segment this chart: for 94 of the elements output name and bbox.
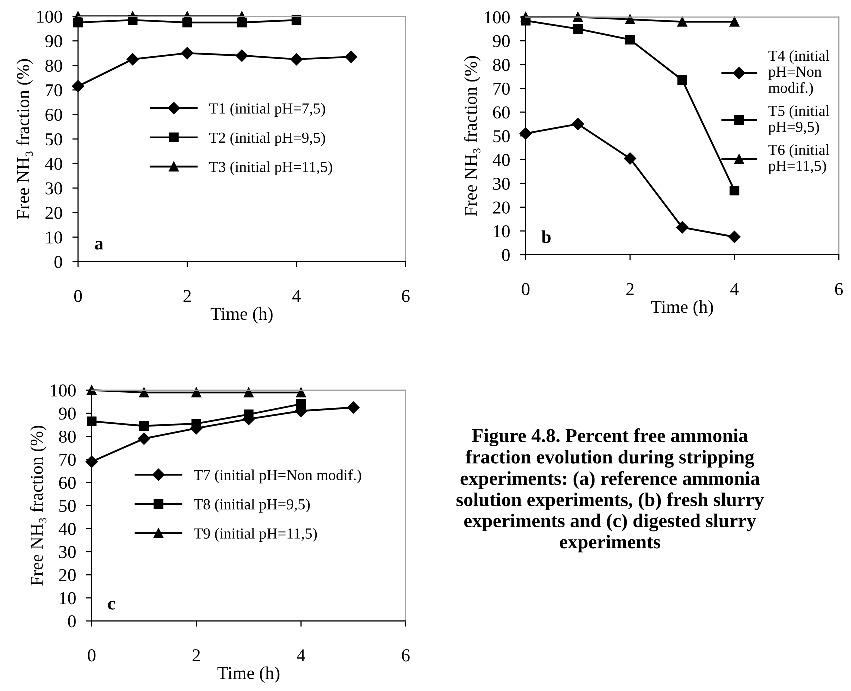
point: [678, 17, 688, 27]
legend-label: T4 (initial pH=Non modif.): [768, 50, 830, 96]
y-tick-label: 40: [58, 523, 76, 536]
annotation: a: [95, 241, 104, 250]
legend-label: T8 (initial pH=9,5): [194, 498, 310, 513]
legend-label: T9 (initial pH=11,5): [194, 528, 318, 542]
y-tick-label: 20: [493, 202, 510, 214]
point: [345, 50, 358, 64]
point: [347, 402, 360, 414]
x-tick-label: 6: [402, 290, 410, 302]
y-axis-title: Free NH₃ fraction (%): [30, 426, 47, 586]
x-tick-label: 6: [402, 650, 410, 662]
y-tick-label: 100: [485, 12, 510, 24]
y-tick-label: 100: [38, 10, 62, 24]
point: [181, 47, 194, 60]
x-tick-label: 0: [522, 283, 530, 296]
point: [625, 14, 636, 25]
y-tick-label: 0: [54, 256, 62, 268]
legend-label: T3 (initial pH=11,5): [209, 162, 332, 176]
y-tick-label: 50: [60, 500, 76, 512]
annotation: c: [108, 601, 116, 610]
y-tick-label: 90: [59, 408, 76, 420]
legend-label: T1 (initial pH=7,5): [209, 103, 326, 117]
point: [296, 388, 306, 398]
y-axis-title: Free NH₃ fraction (%): [464, 56, 481, 216]
y-tick-label: 70: [46, 84, 62, 97]
y-tick-label: 90: [493, 35, 510, 48]
point: [572, 118, 584, 130]
caption: Figure 4.8. Percent free ammonia fraction evolution during stripping experiments: (a) reference ammonia solution experiments, (b) fresh slurry experiments and (c) digested slurry experiments: [456, 428, 764, 553]
y-tick-label: 100: [51, 384, 76, 397]
point: [520, 128, 532, 140]
y-tick-label: 70: [494, 82, 510, 96]
x-tick-label: 6: [835, 283, 844, 296]
legend-label: T5 (initial pH=9,5): [768, 106, 830, 136]
y-tick-label: 40: [45, 158, 62, 170]
y-tick-label: 60: [493, 106, 510, 119]
y-tick-label: 80: [46, 60, 62, 72]
x-axis-title: Time (h): [651, 300, 714, 317]
x-tick-label: 4: [730, 283, 739, 296]
point: [296, 399, 306, 410]
x-tick-label: 0: [88, 650, 96, 662]
point: [87, 416, 97, 426]
point: [192, 388, 202, 398]
point: [625, 34, 636, 45]
point: [624, 152, 636, 165]
point: [573, 24, 583, 34]
point: [138, 432, 150, 445]
x-axis-title: Time (h): [210, 307, 273, 324]
y-tick-label: 80: [493, 59, 510, 72]
y-tick-label: 0: [502, 249, 510, 262]
point: [730, 17, 740, 27]
y-tick-label: 10: [494, 225, 510, 238]
y-tick-label: 30: [46, 182, 62, 195]
legend-label: T6 (initial pH=11,5): [768, 144, 830, 174]
x-tick-label: 2: [192, 650, 200, 662]
y-tick-label: 40: [492, 154, 510, 166]
y-tick-label: 50: [46, 133, 62, 146]
legend-label: T2 (initial pH=9,5): [209, 132, 326, 146]
point: [676, 222, 689, 234]
y-tick-label: 60: [59, 476, 76, 490]
y-tick-label: 10: [46, 232, 62, 244]
point: [86, 456, 98, 468]
point: [126, 53, 139, 66]
point: [182, 12, 192, 22]
x-tick-label: 4: [292, 290, 301, 302]
y-tick-label: 30: [59, 546, 76, 558]
x-axis-title: Time (h): [218, 666, 280, 684]
annotation: b: [542, 230, 551, 244]
y-tick-label: 70: [60, 454, 76, 466]
y-axis-title: Free NH₃ fraction (%): [16, 59, 34, 220]
legend-label: T7 (initial pH=Non modif.): [194, 470, 362, 484]
point: [139, 388, 150, 398]
y-tick-label: 20: [46, 207, 62, 220]
point: [728, 231, 741, 244]
point: [290, 53, 303, 66]
y-tick-label: 60: [46, 108, 62, 122]
x-tick-label: 2: [184, 290, 192, 302]
y-tick-label: 10: [60, 592, 76, 605]
point: [139, 421, 150, 432]
x-tick-label: 4: [297, 650, 306, 662]
point: [244, 388, 254, 398]
point: [237, 12, 247, 22]
x-tick-label: 2: [626, 283, 634, 296]
y-tick-label: 80: [59, 430, 76, 444]
y-tick-label: 20: [59, 569, 76, 582]
point: [128, 12, 138, 22]
point: [236, 50, 248, 62]
y-tick-label: 50: [494, 130, 510, 143]
point: [678, 75, 688, 86]
y-tick-label: 0: [68, 615, 76, 628]
point: [192, 419, 202, 429]
y-tick-label: 90: [46, 35, 62, 48]
point: [730, 186, 740, 196]
y-tick-label: 30: [493, 178, 510, 190]
